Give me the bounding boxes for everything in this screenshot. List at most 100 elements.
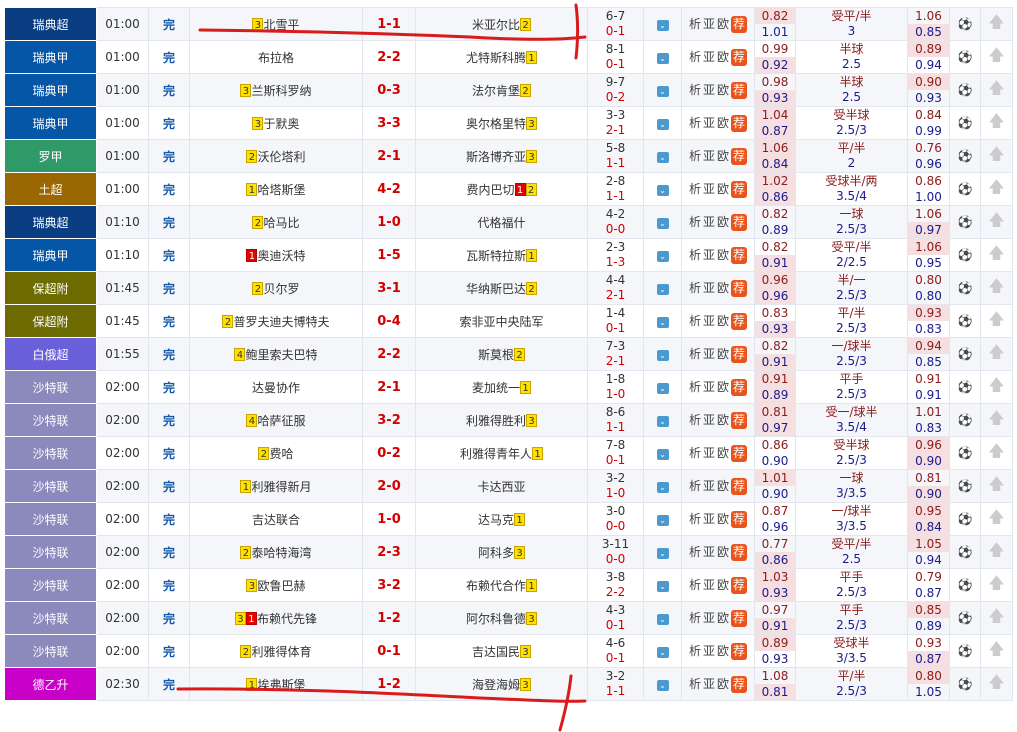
euro-odds-link[interactable]: 欧 xyxy=(717,479,732,493)
euro-odds-link[interactable]: 欧 xyxy=(717,446,732,460)
away-team[interactable]: 费内巴切 xyxy=(466,182,515,197)
full-time-score[interactable]: 2-0 xyxy=(362,469,416,503)
full-time-score[interactable]: 4-2 xyxy=(362,172,416,206)
expand-cell[interactable]: ⌄ xyxy=(643,106,682,140)
league-cell[interactable]: 沙特联 xyxy=(4,403,97,437)
away-team-cell[interactable]: 吉达国民 3 xyxy=(415,634,588,668)
away-team[interactable]: 尤特斯科腾 xyxy=(465,50,526,65)
euro-odds-link[interactable]: 欧 xyxy=(717,281,732,295)
league-cell[interactable]: 沙特联 xyxy=(4,469,97,503)
chevron-down-icon[interactable]: ⌄ xyxy=(656,284,669,295)
away-team[interactable]: 法尔肯堡 xyxy=(471,83,520,98)
home-team[interactable]: 哈萨征服 xyxy=(257,413,306,428)
chevron-down-icon[interactable]: ⌄ xyxy=(656,383,669,394)
expand-cell[interactable]: ⌄ xyxy=(643,568,682,602)
away-team-cell[interactable]: 索非亚中央陆军 xyxy=(415,304,588,338)
football-icon[interactable]: ⚽ xyxy=(949,7,981,41)
recommend-button[interactable]: 荐 xyxy=(731,181,748,198)
arrow-up-icon[interactable]: 🡅 xyxy=(980,304,1013,338)
football-icon[interactable]: ⚽ xyxy=(949,106,981,140)
recommend-button[interactable]: 荐 xyxy=(731,115,748,132)
away-team-cell[interactable]: 斯洛博齐亚 3 xyxy=(415,139,588,173)
analysis-link[interactable]: 析 xyxy=(688,380,703,394)
home-team[interactable]: 利雅得体育 xyxy=(251,644,312,659)
chevron-down-icon[interactable]: ⌄ xyxy=(656,119,669,130)
away-team[interactable]: 海登海姆 xyxy=(471,677,520,692)
arrow-up-icon[interactable]: 🡅 xyxy=(980,106,1013,140)
home-team[interactable]: 奥迪沃特 xyxy=(257,248,306,263)
analysis-link[interactable]: 析 xyxy=(688,644,703,658)
home-team-cell[interactable]: 4 哈萨征服 xyxy=(189,403,363,437)
football-icon[interactable]: ⚽ xyxy=(949,205,981,239)
asia-odds-link[interactable]: 亚 xyxy=(702,545,717,559)
arrow-up-icon[interactable]: 🡅 xyxy=(980,370,1013,404)
recommend-button[interactable]: 荐 xyxy=(731,610,748,627)
home-team-cell[interactable]: 吉达联合 xyxy=(189,502,363,536)
expand-cell[interactable]: ⌄ xyxy=(643,271,682,305)
home-team-cell[interactable]: 4 鲍里索夫巴特 xyxy=(189,337,363,371)
chevron-down-icon[interactable]: ⌄ xyxy=(656,482,669,493)
football-icon[interactable]: ⚽ xyxy=(949,502,981,536)
chevron-down-icon[interactable]: ⌄ xyxy=(656,53,669,64)
away-team[interactable]: 瓦斯特拉斯 xyxy=(465,248,526,263)
analysis-link[interactable]: 析 xyxy=(688,83,703,97)
arrow-up-icon[interactable]: 🡅 xyxy=(980,634,1013,668)
recommend-button[interactable]: 荐 xyxy=(731,16,748,33)
away-team-cell[interactable]: 奥尔格里特 3 xyxy=(415,106,588,140)
full-time-score[interactable]: 2-1 xyxy=(362,139,416,173)
football-icon[interactable]: ⚽ xyxy=(949,370,981,404)
euro-odds-link[interactable]: 欧 xyxy=(717,50,732,64)
euro-odds-link[interactable]: 欧 xyxy=(717,644,732,658)
euro-odds-link[interactable]: 欧 xyxy=(717,347,732,361)
league-cell[interactable]: 德乙升 xyxy=(4,667,97,701)
arrow-up-icon[interactable]: 🡅 xyxy=(980,172,1013,206)
full-time-score[interactable]: 0-1 xyxy=(362,634,416,668)
asia-odds-link[interactable]: 亚 xyxy=(702,248,717,262)
expand-cell[interactable]: ⌄ xyxy=(643,304,682,338)
recommend-button[interactable]: 荐 xyxy=(731,247,748,264)
football-icon[interactable]: ⚽ xyxy=(949,667,981,701)
expand-cell[interactable]: ⌄ xyxy=(643,601,682,635)
euro-odds-link[interactable]: 欧 xyxy=(717,83,732,97)
full-time-score[interactable]: 2-2 xyxy=(362,40,416,74)
football-icon[interactable]: ⚽ xyxy=(949,436,981,470)
chevron-down-icon[interactable]: ⌄ xyxy=(656,218,669,229)
analysis-link[interactable]: 析 xyxy=(688,413,703,427)
analysis-link[interactable]: 析 xyxy=(688,149,703,163)
euro-odds-link[interactable]: 欧 xyxy=(717,248,732,262)
recommend-button[interactable]: 荐 xyxy=(731,478,748,495)
away-team[interactable]: 卡达西亚 xyxy=(477,479,526,494)
home-team[interactable]: 于默奥 xyxy=(263,116,300,131)
expand-cell[interactable]: ⌄ xyxy=(643,337,682,371)
football-icon[interactable]: ⚽ xyxy=(949,139,981,173)
home-team-cell[interactable]: 达曼协作 xyxy=(189,370,363,404)
asia-odds-link[interactable]: 亚 xyxy=(702,17,717,31)
home-team[interactable]: 贝尔罗 xyxy=(263,281,300,296)
league-cell[interactable]: 沙特联 xyxy=(4,601,97,635)
football-icon[interactable]: ⚽ xyxy=(949,535,981,569)
asia-odds-link[interactable]: 亚 xyxy=(702,116,717,130)
analysis-link[interactable]: 析 xyxy=(688,182,703,196)
asia-odds-link[interactable]: 亚 xyxy=(702,314,717,328)
football-icon[interactable]: ⚽ xyxy=(949,271,981,305)
full-time-score[interactable]: 0-2 xyxy=(362,436,416,470)
home-team[interactable]: 哈马比 xyxy=(263,215,300,230)
home-team[interactable]: 吉达联合 xyxy=(251,512,300,527)
recommend-button[interactable]: 荐 xyxy=(731,445,748,462)
euro-odds-link[interactable]: 欧 xyxy=(717,149,732,163)
recommend-button[interactable]: 荐 xyxy=(731,511,748,528)
home-team-cell[interactable]: 1 奥迪沃特 xyxy=(189,238,363,272)
asia-odds-link[interactable]: 亚 xyxy=(702,149,717,163)
home-team-cell[interactable]: 2 普罗夫迪夫博特夫 xyxy=(189,304,363,338)
expand-cell[interactable]: ⌄ xyxy=(643,469,682,503)
home-team[interactable]: 达曼协作 xyxy=(251,380,300,395)
away-team-cell[interactable]: 费内巴切 1 2 xyxy=(415,172,588,206)
expand-cell[interactable]: ⌄ xyxy=(643,370,682,404)
euro-odds-link[interactable]: 欧 xyxy=(717,314,732,328)
expand-cell[interactable]: ⌄ xyxy=(643,535,682,569)
asia-odds-link[interactable]: 亚 xyxy=(702,281,717,295)
arrow-up-icon[interactable]: 🡅 xyxy=(980,139,1013,173)
home-team-cell[interactable]: 2 利雅得体育 xyxy=(189,634,363,668)
league-cell[interactable]: 保超附 xyxy=(4,304,97,338)
chevron-down-icon[interactable]: ⌄ xyxy=(656,548,669,559)
